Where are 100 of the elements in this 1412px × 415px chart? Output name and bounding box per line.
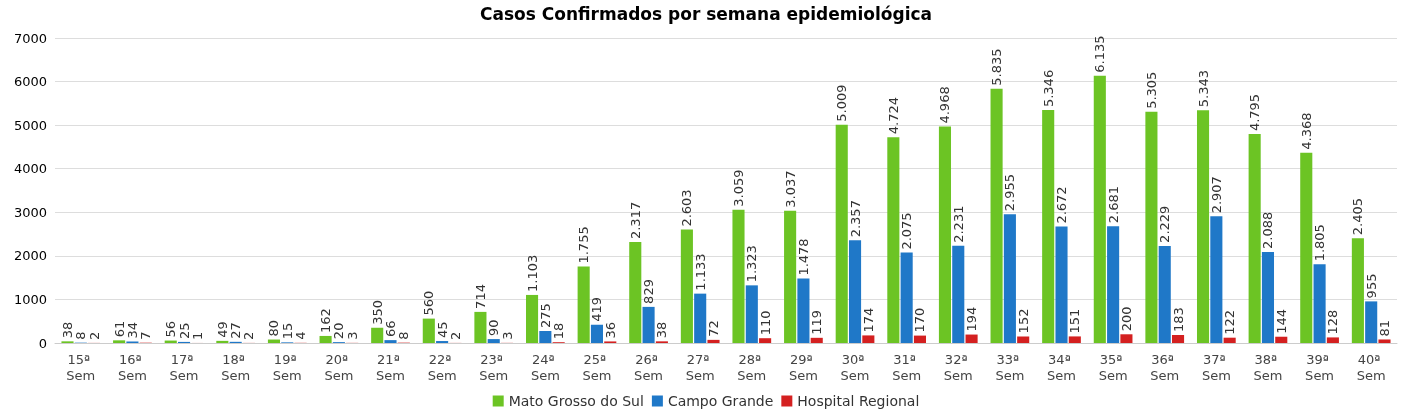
data-label: 4.724 bbox=[885, 96, 901, 135]
data-label: 200 bbox=[1118, 306, 1134, 332]
bar bbox=[1313, 264, 1326, 343]
bar bbox=[1300, 152, 1313, 343]
bar bbox=[590, 324, 604, 343]
x-tick-label: 16ª Sem bbox=[117, 351, 147, 383]
data-label: 1.323 bbox=[744, 245, 760, 283]
data-label: 45 bbox=[434, 321, 450, 339]
data-label: 2.229 bbox=[1157, 205, 1173, 243]
bar bbox=[1248, 134, 1261, 343]
x-tick-label: 30ª Sem bbox=[840, 351, 870, 383]
bar bbox=[1275, 336, 1288, 343]
data-label: 2 bbox=[241, 331, 257, 340]
bar bbox=[680, 229, 693, 343]
bar bbox=[862, 335, 875, 343]
x-tick-label: 31ª Sem bbox=[892, 351, 922, 383]
data-label: 8 bbox=[73, 331, 89, 340]
data-label: 2.317 bbox=[627, 201, 643, 240]
x-tick-label: 34ª Sem bbox=[1047, 351, 1076, 383]
data-label: 5.346 bbox=[1040, 69, 1056, 108]
y-tick-label: 5000 bbox=[13, 117, 47, 133]
data-label: 20 bbox=[331, 322, 347, 340]
data-label: 49 bbox=[214, 321, 230, 338]
bar bbox=[694, 293, 707, 343]
bar bbox=[539, 331, 552, 343]
bar bbox=[384, 340, 397, 343]
data-label: 2.681 bbox=[1105, 185, 1121, 224]
bar bbox=[577, 266, 590, 343]
x-tick-label: 15ª Sem bbox=[66, 351, 96, 383]
data-label: 110 bbox=[757, 310, 773, 336]
bar bbox=[1261, 252, 1275, 343]
data-label: 1.103 bbox=[524, 254, 540, 292]
data-label: 3.059 bbox=[731, 169, 746, 207]
data-label: 3 bbox=[499, 331, 515, 340]
bar bbox=[1196, 110, 1210, 343]
data-label: 5.343 bbox=[1195, 69, 1211, 108]
data-label: 2.075 bbox=[899, 212, 915, 250]
x-tick-label: 39ª Sem bbox=[1305, 351, 1335, 383]
data-label: 419 bbox=[589, 296, 605, 322]
data-label: 7 bbox=[138, 331, 154, 340]
bar bbox=[319, 335, 332, 343]
data-label: 2.603 bbox=[679, 189, 695, 227]
x-tick-label: 17ª Sem bbox=[169, 351, 199, 383]
bar bbox=[990, 88, 1003, 343]
data-label: 1.755 bbox=[576, 226, 592, 264]
data-label: 61 bbox=[111, 320, 127, 338]
bar bbox=[965, 334, 978, 343]
data-label: 714 bbox=[472, 284, 488, 309]
x-tick-label: 21ª Sem bbox=[376, 351, 405, 383]
x-tick-label: 24ª Sem bbox=[530, 351, 560, 383]
data-label: 152 bbox=[1015, 308, 1031, 334]
bar bbox=[1068, 336, 1081, 343]
bar bbox=[1365, 301, 1378, 343]
y-tick-label: 6000 bbox=[13, 74, 47, 90]
bar bbox=[1326, 337, 1339, 343]
data-label: 5.835 bbox=[989, 48, 1005, 86]
bar bbox=[900, 252, 913, 343]
chart-title: Casos Confirmados por semana epidemiológica bbox=[479, 3, 933, 24]
data-label: 2.088 bbox=[1260, 211, 1276, 250]
data-label: 27 bbox=[228, 322, 244, 339]
x-tick-label: 20ª Sem bbox=[324, 351, 354, 383]
data-label: 1.805 bbox=[1312, 224, 1328, 262]
x-tick-label: 38ª Sem bbox=[1253, 351, 1283, 383]
x-tick-label: 40ª Sem bbox=[1356, 351, 1386, 383]
data-label: 2.405 bbox=[1350, 197, 1366, 236]
data-label: 4.795 bbox=[1247, 93, 1263, 132]
bar bbox=[642, 306, 655, 343]
legend-label: Mato Grosso do Sul bbox=[508, 393, 644, 409]
bar bbox=[952, 245, 965, 343]
bar bbox=[1351, 238, 1364, 343]
bar bbox=[1171, 335, 1185, 343]
data-label: 6.135 bbox=[1092, 35, 1108, 73]
data-label: 81 bbox=[1377, 319, 1392, 337]
x-tick-label: 37ª Sem bbox=[1201, 351, 1231, 383]
data-label: 2 bbox=[86, 331, 102, 340]
bar bbox=[371, 327, 384, 343]
data-label: 2.907 bbox=[1208, 176, 1224, 214]
y-tick-label: 0 bbox=[38, 335, 47, 351]
y-tick-label: 3000 bbox=[13, 204, 47, 220]
data-label: 18 bbox=[551, 322, 567, 340]
x-tick-label: 22ª Sem bbox=[427, 351, 457, 383]
data-label: 90 bbox=[486, 319, 502, 337]
bar bbox=[1055, 226, 1068, 343]
bar bbox=[1223, 337, 1236, 343]
legend-label: Campo Grande bbox=[667, 393, 774, 409]
data-label: 170 bbox=[912, 307, 928, 333]
bar bbox=[629, 242, 642, 343]
data-label: 144 bbox=[1273, 308, 1289, 334]
bar bbox=[1158, 245, 1171, 343]
data-label: 4.968 bbox=[937, 86, 953, 124]
data-label: 38 bbox=[654, 321, 670, 339]
bar bbox=[525, 294, 539, 343]
bar bbox=[1145, 111, 1158, 343]
data-label: 151 bbox=[1067, 308, 1083, 334]
bar bbox=[835, 124, 848, 343]
bar bbox=[1210, 216, 1223, 343]
data-label: 2 bbox=[447, 331, 463, 340]
data-label: 36 bbox=[602, 321, 618, 339]
data-label: 829 bbox=[641, 279, 657, 304]
bar bbox=[487, 339, 500, 343]
